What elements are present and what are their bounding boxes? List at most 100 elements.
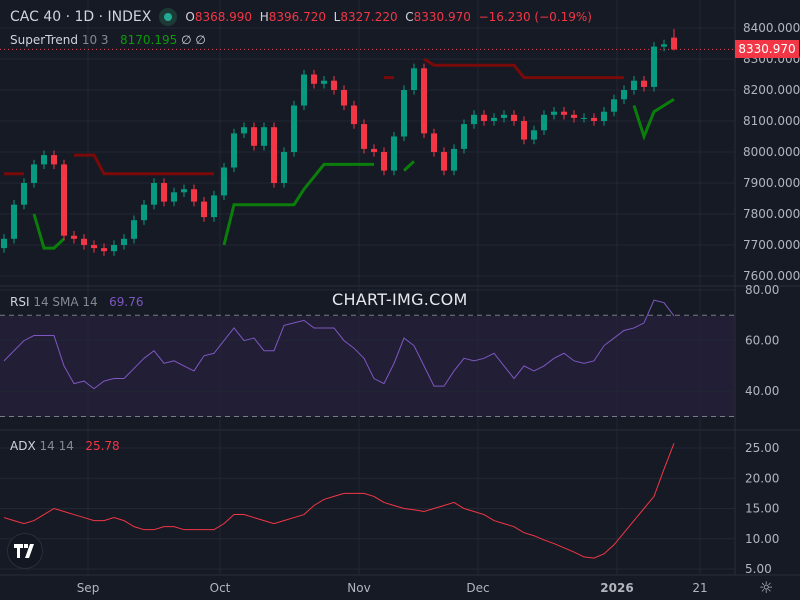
candle-body (331, 80, 337, 90)
price-axis-label: 7700.000 (743, 238, 800, 252)
adx-axis-label: 15.00 (745, 502, 779, 516)
time-axis-label: Nov (347, 581, 370, 595)
adx-legend[interactable]: ADX 14 14 25.78 (10, 439, 120, 453)
candle-body (661, 44, 667, 47)
candle-body (291, 105, 297, 152)
candle-body (121, 238, 127, 245)
candle-body (601, 111, 607, 121)
candle-body (501, 114, 507, 118)
symbol-title[interactable]: CAC 40 · 1D · INDEX (10, 9, 152, 25)
candle-body (191, 189, 197, 202)
candle-body (531, 130, 537, 140)
candle-body (261, 127, 267, 146)
candle-body (1, 238, 7, 249)
rsi-axis-label: 60.00 (745, 334, 779, 348)
candle-body (211, 195, 217, 218)
candle-body (231, 133, 237, 168)
candle-body (421, 68, 427, 134)
candle-body (621, 90, 627, 100)
candle-body (301, 74, 307, 106)
candle-body (381, 152, 387, 171)
supertrend-legend[interactable]: SuperTrend 10 3 8170.195 ∅ ∅ (10, 33, 206, 47)
candle-body (611, 99, 617, 112)
candle-body (551, 111, 557, 115)
time-axis-label: Sep (77, 581, 100, 595)
price-axis-label: 8200.000 (743, 83, 800, 97)
candle-body (471, 114, 477, 125)
rsi-axis-label: 40.00 (745, 384, 779, 398)
candle-body (221, 167, 227, 196)
candle-body (91, 245, 97, 249)
candle-body (541, 114, 547, 131)
ohlc-readout: O8368.990 H8396.720 L8327.220 C8330.970 … (185, 10, 592, 24)
candle-body (481, 114, 487, 121)
symbol-header: CAC 40 · 1D · INDEX O8368.990 H8396.720 … (10, 8, 592, 26)
last-price-tag: 8330.970 (735, 40, 799, 58)
candle-body (361, 124, 367, 149)
candle-body (631, 80, 637, 90)
candle-body (411, 68, 417, 90)
price-axis-label: 8100.000 (743, 114, 800, 128)
rsi-line (3, 299, 675, 390)
candle-body (201, 201, 207, 218)
candle-body (651, 46, 657, 87)
settings-sun-icon[interactable]: ☼ (759, 578, 774, 597)
price-axis-label: 8000.000 (743, 145, 800, 159)
candle-body (321, 80, 327, 84)
candle-body (141, 204, 147, 221)
candle-body (161, 183, 167, 202)
market-status-icon (159, 8, 178, 26)
candle-body (41, 155, 47, 165)
rsi-legend[interactable]: RSI 14 SMA 14 69.76 (10, 295, 144, 309)
candle-body (71, 235, 77, 239)
candle-body (561, 111, 567, 115)
candle-body (571, 114, 577, 118)
candle-body (581, 117, 587, 119)
candle-body (391, 136, 397, 171)
candle-body (351, 105, 357, 125)
candle-body (101, 248, 107, 252)
candle-body (491, 117, 497, 121)
candle-body (671, 37, 677, 50)
candle-body (451, 148, 457, 171)
candle-body (171, 192, 177, 202)
candle-body (591, 117, 597, 121)
time-axis-label: 21 (692, 581, 707, 595)
adx-axis-label: 5.00 (745, 562, 772, 576)
price-axis-label: 7600.000 (743, 269, 800, 283)
rsi-axis-label: 80.00 (745, 283, 779, 297)
candle-body (461, 124, 467, 149)
time-axis-label: Dec (466, 581, 489, 595)
price-axis-label: 7800.000 (743, 207, 800, 221)
candle-body (641, 80, 647, 87)
candle-body (341, 90, 347, 106)
candle-body (21, 183, 27, 205)
adx-axis-label: 10.00 (745, 532, 779, 546)
candle-body (251, 127, 257, 146)
candle-body (51, 155, 57, 165)
candle-body (311, 74, 317, 84)
candle-body (431, 133, 437, 152)
candle-body (151, 183, 157, 205)
tradingview-logo[interactable] (7, 533, 43, 569)
candle-body (371, 148, 377, 152)
watermark: CHART-IMG.COM (332, 290, 468, 309)
adx-axis-label: 25.00 (745, 441, 779, 455)
candle-body (31, 164, 37, 183)
time-axis-label: 2026 (600, 581, 633, 595)
time-axis-label: Oct (210, 581, 231, 595)
candle-body (521, 121, 527, 140)
supertrend-up-line (32, 97, 675, 250)
price-axis-label: 8400.000 (743, 21, 800, 35)
candle-body (281, 152, 287, 183)
supertrend-down-line (4, 57, 624, 176)
candle-body (271, 127, 277, 183)
candle-body (401, 90, 407, 137)
candle-body (81, 238, 87, 245)
candle-body (441, 152, 447, 171)
candle-body (511, 114, 517, 121)
candle-body (61, 164, 67, 236)
adx-line (3, 443, 675, 559)
candle-body (181, 189, 187, 193)
